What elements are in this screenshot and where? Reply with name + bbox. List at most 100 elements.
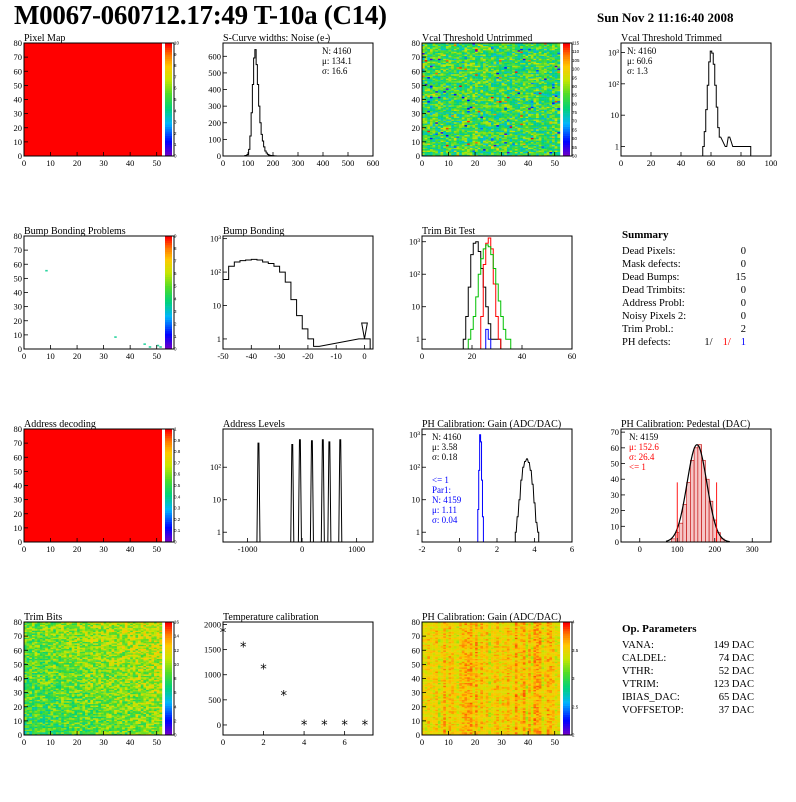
- heatmap-cell: [539, 84, 542, 86]
- y-tick-label: 10²: [210, 267, 222, 277]
- palette-swatch: [165, 265, 172, 268]
- y-tick-label: 60: [14, 452, 23, 462]
- heatmap-cell: [502, 100, 505, 102]
- heatmap-cell: [451, 70, 454, 72]
- heatmap-cell: [507, 44, 510, 46]
- heatmap-cell: [555, 122, 558, 124]
- heatmap-cell: [518, 56, 521, 58]
- heatmap-cell: [523, 105, 526, 107]
- heatmap-cell: [510, 124, 513, 126]
- heatmap-cell: [555, 47, 558, 49]
- heatmap-cell: [475, 70, 478, 72]
- heatmap-cell: [433, 111, 436, 113]
- heatmap-cell: [427, 90, 430, 92]
- heatmap-cell: [533, 88, 536, 90]
- heatmap-cell: [488, 46, 491, 48]
- heatmap-cell: [475, 73, 478, 75]
- heatmap-cell: [518, 63, 521, 65]
- heatmap-cell: [459, 109, 462, 111]
- heatmap-cell: [557, 74, 560, 76]
- heatmap-cell: [451, 118, 454, 120]
- heatmap-cell: [557, 80, 560, 82]
- heatmap-cell: [539, 129, 542, 131]
- heatmap-cell: [510, 77, 513, 79]
- heatmap-cell: [528, 66, 531, 68]
- palette-label: 95: [572, 75, 578, 80]
- heatmap-cell: [518, 50, 521, 52]
- heatmap-cell: [531, 136, 534, 138]
- heatmap-cell: [491, 105, 494, 107]
- heatmap-cell: [541, 91, 544, 93]
- heatmap-cell: [494, 90, 497, 92]
- heatmap-cell: [438, 153, 441, 155]
- heatmap-cell: [536, 75, 539, 77]
- heatmap-cell: [531, 116, 534, 118]
- heatmap-cell: [470, 67, 473, 69]
- heatmap-cell: [443, 90, 446, 92]
- heatmap-cell: [541, 78, 544, 80]
- heatmap-cell: [27, 681, 30, 683]
- heatmap-cell: [486, 139, 489, 141]
- heatmap-cell: [483, 74, 486, 76]
- heatmap-cell: [464, 136, 467, 138]
- heatmap-cell: [533, 136, 536, 138]
- heatmap-cell: [510, 71, 513, 73]
- heatmap-cell: [507, 95, 510, 97]
- heatmap-cell: [536, 77, 539, 79]
- heatmap-cell: [467, 115, 470, 117]
- heatmap-cell: [531, 124, 534, 126]
- heatmap-cell: [557, 73, 560, 75]
- heatmap-cell: [547, 101, 550, 103]
- heatmap-cell: [475, 148, 478, 150]
- heatmap-cell: [427, 44, 430, 46]
- heatmap-cell: [457, 143, 460, 145]
- heatmap-cell: [499, 109, 502, 111]
- heatmap-cell: [507, 142, 510, 144]
- heatmap-cell: [504, 80, 507, 82]
- heatmap-cell: [547, 136, 550, 138]
- heatmap-cell: [441, 78, 444, 80]
- heatmap-cell: [430, 85, 433, 87]
- heatmap-cell: [523, 143, 526, 145]
- heatmap-cell: [510, 75, 513, 77]
- heatmap-cell: [504, 67, 507, 69]
- heatmap-cell: [504, 95, 507, 97]
- heatmap-cell: [491, 85, 494, 87]
- heatmap-cell: [446, 138, 449, 140]
- plot-title: S-Curve widths: Noise (e ): [223, 33, 330, 44]
- heatmap-cell: [472, 124, 475, 126]
- heatmap-cell: [549, 71, 552, 73]
- heatmap-cell: [27, 630, 30, 632]
- heatmap-cell: [555, 66, 558, 68]
- heatmap-cell: [433, 92, 436, 94]
- heatmap-cell: [515, 146, 518, 148]
- heatmap-cell: [533, 80, 536, 82]
- heatmap-cell: [531, 105, 534, 107]
- heatmap-cell: [472, 125, 475, 127]
- heatmap-cell: [457, 125, 460, 127]
- heatmap-cell: [470, 94, 473, 96]
- heatmap-cell: [502, 149, 505, 151]
- heatmap-cell: [541, 100, 544, 102]
- heatmap-cell: [438, 81, 441, 83]
- heatmap-cell: [518, 97, 521, 99]
- heatmap-cell: [523, 90, 526, 92]
- heatmap-cell: [433, 104, 436, 106]
- heatmap-cell: [480, 124, 483, 126]
- summary-label: Dead Pixels:: [622, 245, 675, 258]
- palette-swatch: [165, 61, 172, 64]
- heatmap-cell: [520, 139, 523, 141]
- heatmap-cell: [27, 704, 30, 706]
- heatmap-cell: [536, 122, 539, 124]
- heatmap-cell: [457, 90, 460, 92]
- heatmap-cell: [435, 135, 438, 137]
- palette-swatch: [165, 120, 172, 123]
- heatmap-cell: [504, 142, 507, 144]
- heatmap-cell: [464, 91, 467, 93]
- heatmap-cell: [512, 63, 515, 65]
- heatmap-cell: [446, 122, 449, 124]
- heatmap-cell: [536, 152, 539, 154]
- heatmap-cell: [496, 83, 499, 85]
- heatmap-cell: [467, 94, 470, 96]
